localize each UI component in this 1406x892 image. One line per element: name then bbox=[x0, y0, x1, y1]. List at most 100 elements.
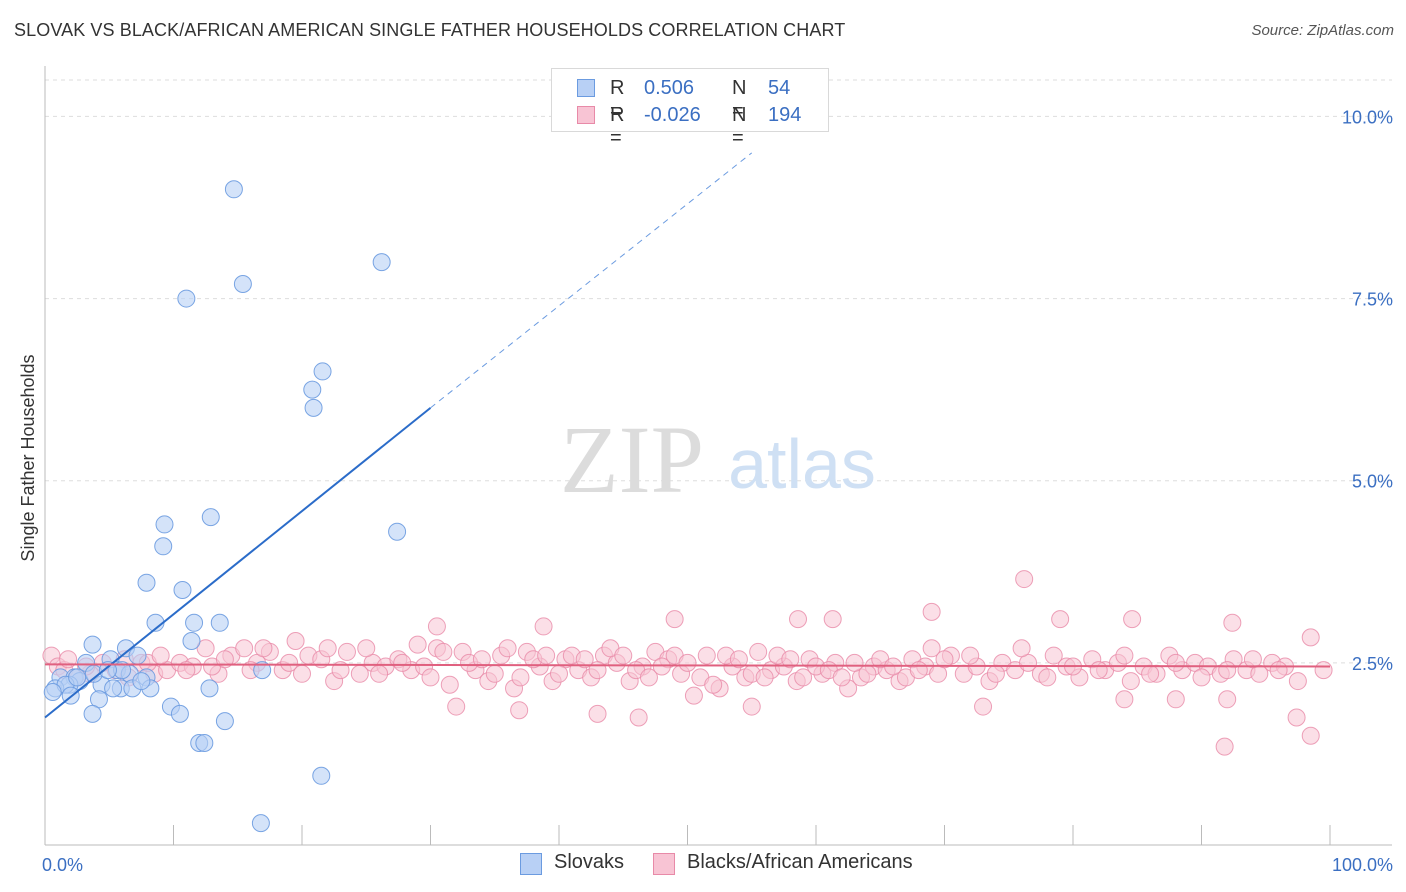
point-slovaks-17 bbox=[83, 635, 102, 654]
pink-series-points bbox=[42, 570, 1333, 756]
point-blacks-138 bbox=[678, 653, 697, 672]
point-slovaks-15 bbox=[210, 613, 229, 632]
point-slovaks-52 bbox=[132, 672, 151, 691]
point-blacks-165 bbox=[1115, 646, 1134, 665]
point-blacks-171 bbox=[1269, 661, 1288, 680]
point-blacks-133 bbox=[614, 646, 633, 665]
point-blacks-172 bbox=[427, 617, 446, 636]
point-blacks-174 bbox=[665, 610, 684, 629]
point-blacks-79 bbox=[1044, 646, 1063, 665]
legend-swatch-pink bbox=[577, 106, 595, 124]
x-tick-label-0: 0.0% bbox=[42, 855, 83, 875]
x-tick-label-1: 100.0% bbox=[1332, 855, 1393, 875]
correlation-legend: R = 0.506 N = 54 R = -0.026 N = 194 bbox=[551, 68, 829, 149]
point-blacks-144 bbox=[755, 668, 774, 687]
tick-labels: 2.5% 5.0% 7.5% 10.0% 0.0% 100.0% bbox=[42, 107, 1393, 875]
legend-r-value: -0.026 bbox=[644, 104, 701, 126]
point-blacks-140 bbox=[704, 675, 723, 694]
point-slovaks-49 bbox=[251, 814, 270, 833]
point-blacks-147 bbox=[794, 668, 813, 687]
point-blacks-150 bbox=[832, 668, 851, 687]
point-blacks-146 bbox=[781, 650, 800, 669]
point-blacks-156 bbox=[909, 661, 928, 680]
point-slovaks-14 bbox=[185, 613, 204, 632]
point-blacks-56 bbox=[749, 642, 768, 661]
point-blacks-135 bbox=[639, 668, 658, 687]
point-blacks-167 bbox=[1166, 653, 1185, 672]
point-blacks-191 bbox=[1287, 708, 1306, 727]
point-blacks-123 bbox=[485, 664, 504, 683]
y-tick-label-1: 5.0% bbox=[1352, 472, 1393, 492]
point-blacks-164 bbox=[1089, 661, 1108, 680]
point-blacks-169 bbox=[1218, 661, 1237, 680]
legend-r-value: 0.506 bbox=[644, 77, 695, 99]
point-slovaks-11 bbox=[137, 573, 156, 592]
point-blacks-122 bbox=[472, 650, 491, 669]
point-slovaks-53 bbox=[98, 661, 117, 680]
point-blacks-32 bbox=[440, 675, 459, 694]
point-blacks-124 bbox=[498, 639, 517, 658]
series-swatch-blue bbox=[520, 853, 542, 875]
point-blacks-152 bbox=[858, 664, 877, 683]
point-blacks-105 bbox=[151, 646, 170, 665]
chart-title: SLOVAK VS BLACK/AFRICAN AMERICAN SINGLE … bbox=[14, 20, 846, 40]
point-blacks-178 bbox=[1015, 570, 1034, 589]
point-blacks-125 bbox=[511, 668, 530, 687]
point-slovaks-8 bbox=[201, 508, 220, 527]
y-tick-label-2: 7.5% bbox=[1352, 290, 1393, 310]
point-slovaks-7 bbox=[388, 522, 407, 541]
watermark: ZIP atlas bbox=[560, 406, 876, 513]
point-blacks-162 bbox=[1038, 668, 1057, 687]
point-slovaks-9 bbox=[155, 515, 174, 534]
legend-r-label: R = bbox=[610, 77, 625, 122]
point-blacks-51 bbox=[684, 686, 703, 705]
point-slovaks-45 bbox=[215, 712, 234, 731]
y-tick-label-0: 2.5% bbox=[1352, 654, 1393, 674]
series-label-slovaks: Slovaks bbox=[554, 851, 625, 873]
grid-lines bbox=[45, 79, 1392, 664]
point-blacks-52 bbox=[697, 646, 716, 665]
point-blacks-189 bbox=[510, 701, 529, 720]
point-blacks-128 bbox=[550, 664, 568, 683]
source-label: Source: ZipAtlas.com bbox=[1251, 22, 1394, 39]
point-slovaks-48 bbox=[312, 766, 331, 785]
legend-n-label: N = bbox=[732, 104, 747, 149]
point-blacks-173 bbox=[534, 617, 553, 636]
point-slovaks-3 bbox=[372, 253, 391, 272]
point-slovaks-5 bbox=[303, 380, 322, 399]
point-blacks-170 bbox=[1243, 650, 1262, 669]
point-blacks-142 bbox=[729, 650, 748, 669]
point-blacks-182 bbox=[588, 704, 607, 723]
point-blacks-188 bbox=[1218, 690, 1237, 709]
point-blacks-110 bbox=[254, 639, 273, 658]
y-tick-label-3: 10.0% bbox=[1342, 107, 1393, 127]
point-blacks-177 bbox=[922, 602, 941, 621]
point-blacks-187 bbox=[1166, 690, 1185, 709]
point-slovaks-0 bbox=[224, 180, 243, 199]
point-slovaks-19 bbox=[128, 646, 147, 665]
point-blacks-13 bbox=[196, 639, 215, 658]
point-blacks-190 bbox=[629, 708, 648, 727]
point-blacks-166 bbox=[1141, 664, 1160, 683]
point-slovaks-44 bbox=[170, 704, 189, 723]
legend-n-label: N = bbox=[732, 77, 747, 122]
watermark-zip: ZIP bbox=[560, 406, 704, 513]
point-blacks-131 bbox=[588, 661, 607, 680]
point-blacks-100 bbox=[1314, 661, 1333, 680]
point-blacks-24 bbox=[337, 642, 356, 661]
point-blacks-179 bbox=[1051, 610, 1070, 629]
point-slovaks-10 bbox=[154, 537, 173, 556]
point-blacks-117 bbox=[393, 653, 412, 672]
point-blacks-114 bbox=[331, 661, 350, 680]
point-blacks-119 bbox=[421, 668, 440, 687]
point-slovaks-6 bbox=[304, 398, 323, 417]
point-slovaks-22 bbox=[253, 661, 272, 680]
point-blacks-192 bbox=[1215, 737, 1234, 756]
point-blacks-193 bbox=[1301, 726, 1320, 745]
point-blacks-108 bbox=[215, 650, 234, 669]
point-blacks-111 bbox=[280, 653, 299, 672]
blue-series-points bbox=[43, 180, 407, 833]
point-blacks-118 bbox=[408, 635, 427, 654]
point-blacks-115 bbox=[357, 639, 376, 658]
